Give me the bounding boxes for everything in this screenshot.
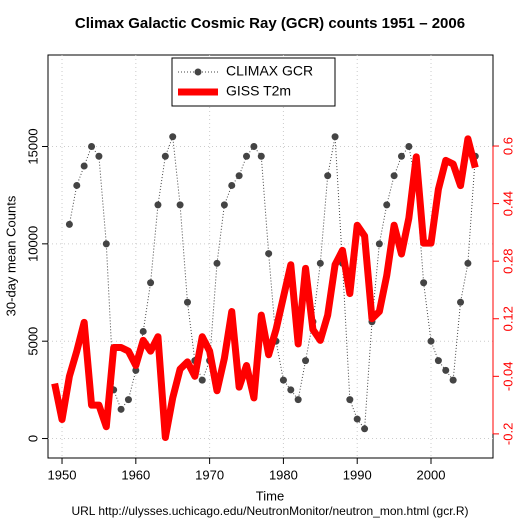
data-point (147, 279, 155, 287)
y2-tick-label: 0.6 (500, 137, 515, 155)
legend: CLIMAX GCR GISS T2m (171, 57, 336, 107)
y2-tick-label: -0.2 (500, 423, 515, 445)
y2-tick-label: 0.28 (500, 249, 515, 274)
data-point (80, 162, 88, 170)
legend-swatch (194, 68, 202, 76)
data-point (279, 376, 287, 384)
data-point (198, 376, 206, 384)
data-point (353, 415, 361, 423)
data-point (183, 298, 191, 306)
data-point (243, 152, 251, 160)
x-tick-label: 2000 (417, 467, 446, 482)
data-point (302, 357, 310, 365)
data-point (257, 152, 265, 160)
data-point (397, 152, 405, 160)
data-point (324, 172, 332, 180)
data-point (235, 172, 243, 180)
data-point (375, 240, 383, 248)
data-point (124, 396, 132, 404)
data-point (464, 259, 472, 267)
x-tick-label: 1970 (195, 467, 224, 482)
data-point (154, 201, 162, 209)
data-point (88, 143, 96, 151)
data-point (139, 327, 147, 335)
data-point (361, 425, 369, 433)
y2-tick-label: -0.04 (500, 362, 515, 392)
data-point (250, 143, 258, 151)
data-point (316, 259, 324, 267)
data-point (294, 396, 302, 404)
y-tick-label: 0 (25, 435, 40, 442)
data-point (434, 357, 442, 365)
data-point (390, 172, 398, 180)
y-tick-label: 15000 (25, 128, 40, 164)
data-point (169, 133, 177, 141)
data-point (265, 250, 273, 258)
data-point (449, 376, 457, 384)
x-tick-label: 1950 (48, 467, 77, 482)
data-point (442, 366, 450, 374)
data-point (95, 152, 103, 160)
data-point (220, 201, 228, 209)
x-tick-label: 1960 (121, 467, 150, 482)
y2-tick-label: 0.44 (500, 191, 515, 216)
data-point (346, 396, 354, 404)
y-axis-label: 30-day mean Counts (3, 195, 18, 316)
data-point (287, 386, 295, 394)
data-point (176, 201, 184, 209)
legend-box (171, 57, 336, 107)
series-line (51, 135, 479, 441)
data-point (457, 298, 465, 306)
data-point (331, 133, 339, 141)
data-point (73, 181, 81, 189)
data-point (383, 201, 391, 209)
data-point (420, 279, 428, 287)
data-point (427, 337, 435, 345)
x-tick-label: 1980 (269, 467, 298, 482)
data-point (405, 143, 413, 151)
legend-label: CLIMAX GCR (226, 63, 313, 79)
data-point (102, 240, 110, 248)
data-point (132, 366, 140, 374)
data-point (228, 181, 236, 189)
data-point (117, 405, 125, 413)
footnote: URL http://ulysses.uchicago.edu/NeutronM… (71, 504, 468, 518)
y-tick-label: 10000 (25, 226, 40, 262)
data-point (65, 220, 73, 228)
x-axis-label: Time (256, 488, 284, 503)
y2-tick-label: 0.12 (500, 306, 515, 331)
x-tick-label: 1990 (343, 467, 372, 482)
data-point (213, 259, 221, 267)
legend-label: GISS T2m (226, 83, 291, 99)
data-point (161, 152, 169, 160)
y-tick-label: 5000 (25, 327, 40, 356)
chart-title: Climax Galactic Cosmic Ray (GCR) counts … (75, 15, 465, 32)
